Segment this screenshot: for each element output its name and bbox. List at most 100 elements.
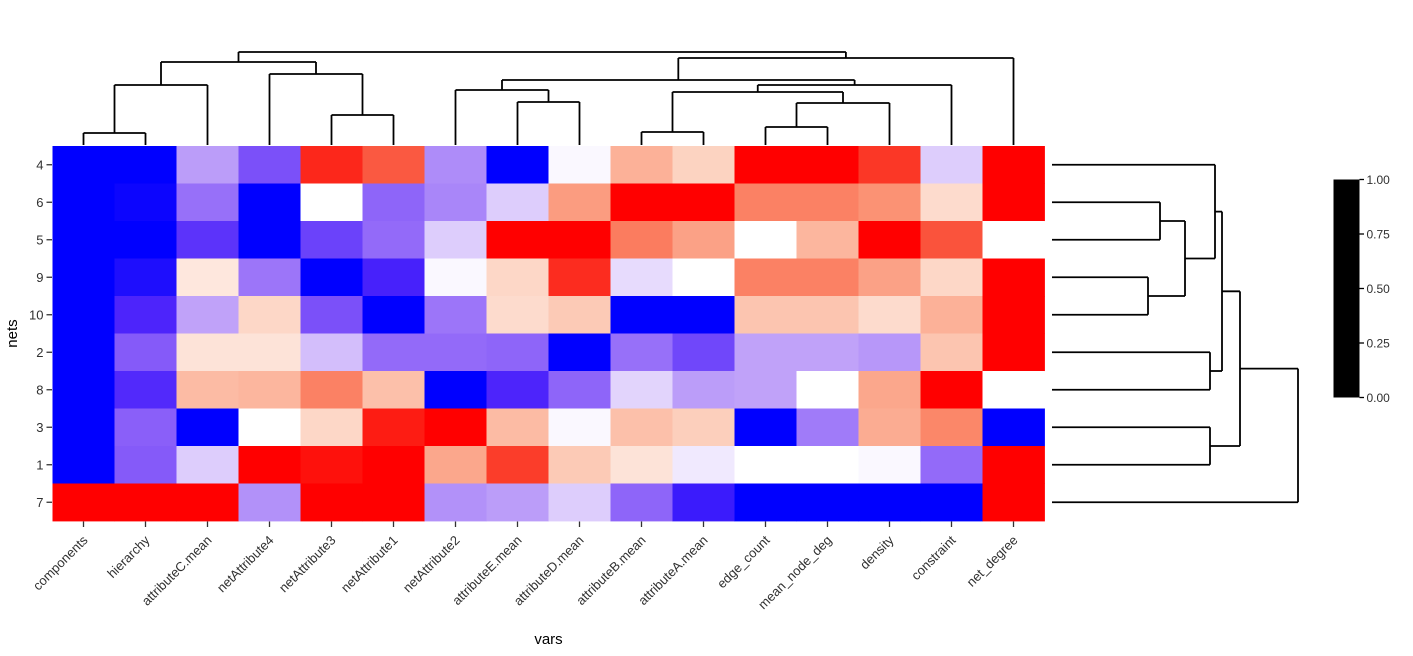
- row-label: 4: [36, 157, 43, 172]
- heatmap-cell: [734, 408, 797, 447]
- heatmap-cell: [796, 333, 859, 372]
- heatmap-cell: [176, 183, 239, 222]
- heatmap-cell: [176, 296, 239, 334]
- heatmap-cell: [610, 258, 673, 297]
- heatmap-cell: [424, 483, 487, 522]
- heatmap-cell: [52, 183, 115, 222]
- heatmap-cell: [52, 408, 115, 447]
- heatmap-cell: [982, 296, 1045, 334]
- column-dendrogram: [82, 51, 1015, 145]
- heatmap-cell: [362, 446, 425, 484]
- heatmap-cell: [796, 483, 859, 522]
- heatmap-cell: [300, 371, 363, 409]
- heatmap-cell: [424, 146, 487, 184]
- heatmap-cell: [486, 221, 549, 259]
- x-axis-title: vars: [534, 631, 562, 648]
- heatmap-cell: [858, 183, 921, 222]
- heatmap-cell: [300, 333, 363, 372]
- heatmap-cell: [548, 296, 611, 334]
- heatmap-cell: [424, 258, 487, 297]
- heatmap-cell: [424, 333, 487, 372]
- heatmap-cell: [548, 258, 611, 297]
- column-label: density: [857, 532, 897, 572]
- heatmap-cell: [858, 371, 921, 409]
- heatmap-cell: [610, 333, 673, 372]
- heatmap-cell: [548, 183, 611, 222]
- column-label: netAttribute1: [338, 533, 401, 596]
- heatmap-cell: [362, 296, 425, 334]
- heatmap-cell: [176, 146, 239, 184]
- heatmap-cell: [114, 483, 177, 522]
- heatmap-cell: [610, 446, 673, 484]
- legend: 1.00 0.75 0.50 0.25 0.00: [1333, 173, 1391, 405]
- heatmap-cell: [486, 446, 549, 484]
- heatmap-cell: [982, 221, 1045, 259]
- heatmap-cell: [982, 483, 1045, 522]
- heatmap-cell: [362, 408, 425, 447]
- heatmap-cell: [672, 371, 735, 409]
- heatmap-cell: [300, 483, 363, 522]
- heatmap-cell: [486, 483, 549, 522]
- heatmap-cell: [176, 446, 239, 484]
- heatmap-cell: [734, 183, 797, 222]
- heatmap-cell: [796, 408, 859, 447]
- heatmap-cell: [982, 408, 1045, 447]
- heatmap-cell: [734, 146, 797, 184]
- heatmap-cell: [176, 408, 239, 447]
- heatmap-cell: [238, 483, 301, 522]
- heatmap-cell: [796, 446, 859, 484]
- heatmap-cell: [858, 408, 921, 447]
- heatmap-cell: [114, 296, 177, 334]
- heatmap-cell: [548, 221, 611, 259]
- heatmap-cell: [176, 371, 239, 409]
- heatmap-cell: [858, 446, 921, 484]
- heatmap-cell: [52, 296, 115, 334]
- y-axis-title: nets: [4, 319, 21, 347]
- heatmap-cell: [300, 296, 363, 334]
- row-label: 6: [36, 195, 43, 210]
- heatmap-cell: [920, 333, 983, 372]
- heatmap-cell: [796, 183, 859, 222]
- row-label: 1: [36, 457, 43, 472]
- heatmap-cell: [114, 408, 177, 447]
- column-label: netAttribute3: [276, 533, 339, 596]
- heatmap-cell: [920, 446, 983, 484]
- heatmap-cell: [796, 146, 859, 184]
- heatmap-cell: [424, 296, 487, 334]
- heatmap-cell: [424, 408, 487, 447]
- heatmap-cell: [796, 296, 859, 334]
- heatmap-cell: [114, 146, 177, 184]
- heatmap-cell: [238, 333, 301, 372]
- heatmap-cell: [982, 258, 1045, 297]
- heatmap-cell: [982, 333, 1045, 372]
- heatmap-cell: [114, 258, 177, 297]
- legend-tick-label: 0.25: [1367, 337, 1391, 351]
- heatmap-cell: [920, 221, 983, 259]
- heatmap-cell: [920, 371, 983, 409]
- heatmap-cell: [672, 296, 735, 334]
- heatmap-cell: [424, 183, 487, 222]
- heatmap-cell: [610, 483, 673, 522]
- heatmap-cell: [672, 146, 735, 184]
- heatmap-cell: [300, 446, 363, 484]
- heatmap-cell: [796, 221, 859, 259]
- row-label: 7: [36, 495, 43, 510]
- row-label: 5: [36, 232, 43, 247]
- heatmap-cell: [734, 258, 797, 297]
- heatmap-cell: [920, 258, 983, 297]
- heatmap-cell: [858, 146, 921, 184]
- heatmap-cell: [362, 258, 425, 297]
- heatmap-cell: [610, 146, 673, 184]
- heatmap-cell: [610, 221, 673, 259]
- heatmap-cell: [300, 146, 363, 184]
- heatmap-cell: [486, 258, 549, 297]
- legend-tick-label: 1.00: [1367, 173, 1391, 187]
- heatmap-cell: [238, 296, 301, 334]
- heatmap-cell: [52, 446, 115, 484]
- column-label: edge_count: [714, 532, 773, 591]
- heatmap-cell: [982, 146, 1045, 184]
- heatmap-cell: [796, 371, 859, 409]
- heatmap-cell: [362, 146, 425, 184]
- heatmap-cell: [362, 183, 425, 222]
